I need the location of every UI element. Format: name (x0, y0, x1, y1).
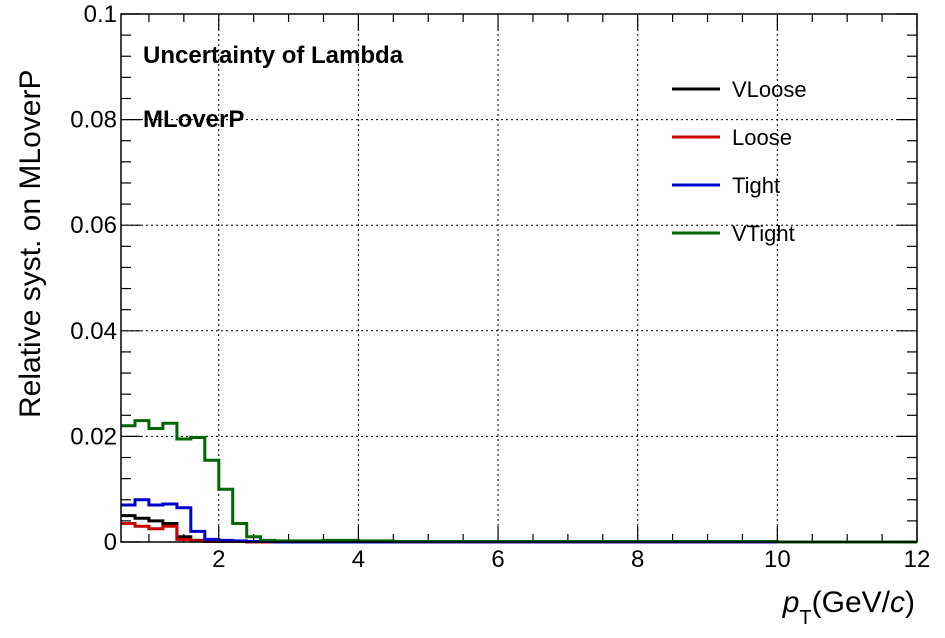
x-tick-label: 4 (352, 546, 365, 573)
plot-frame (120, 13, 918, 543)
y-tick-label: 0.02 (70, 423, 117, 450)
x-axis-unit-prefix: (GeV/ (812, 586, 891, 619)
x-tick-labels: 2 4 6 8 10 12 (212, 546, 930, 573)
legend-label-vloose: VLoose (732, 77, 807, 102)
series-group (121, 419, 917, 544)
y-tick-labels: 0 0.02 0.04 0.06 0.08 0.1 (70, 1, 117, 556)
annotation-variable: MLoverP (143, 106, 244, 133)
axis-ticks (121, 13, 918, 543)
y-tick-label: 0.08 (70, 107, 117, 134)
y-tick-label: 0.1 (84, 1, 117, 28)
y-tick-label: 0 (104, 529, 117, 556)
annotation-title: Uncertainty of Lambda (143, 42, 404, 69)
y-tick-label: 0.06 (70, 212, 117, 239)
series-line-vloose (121, 514, 917, 544)
minor-ticks (121, 14, 917, 542)
series-line-vtight (121, 419, 917, 544)
x-axis-unit-var: c (890, 586, 905, 619)
legend: VLoose Loose Tight VTight (672, 77, 807, 246)
series-line-tight (121, 498, 917, 544)
x-tick-label: 8 (631, 546, 644, 573)
y-tick-label: 0.04 (70, 318, 117, 345)
series-line-loose (121, 522, 917, 544)
x-axis-title: pT(GeV/c) (782, 586, 915, 629)
x-axis-sub: T (799, 607, 811, 629)
y-axis-title: Relative syst. on MLoverP (14, 70, 47, 418)
legend-label-tight: Tight (732, 173, 780, 198)
x-tick-label: 10 (764, 546, 791, 573)
legend-label-vtight: VTight (732, 221, 795, 246)
x-tick-label: 12 (904, 546, 931, 573)
x-axis-unit-suffix: ) (905, 586, 915, 619)
x-tick-label: 2 (212, 546, 225, 573)
x-tick-label: 6 (491, 546, 504, 573)
legend-label-loose: Loose (732, 125, 792, 150)
x-axis-var: p (782, 586, 800, 619)
